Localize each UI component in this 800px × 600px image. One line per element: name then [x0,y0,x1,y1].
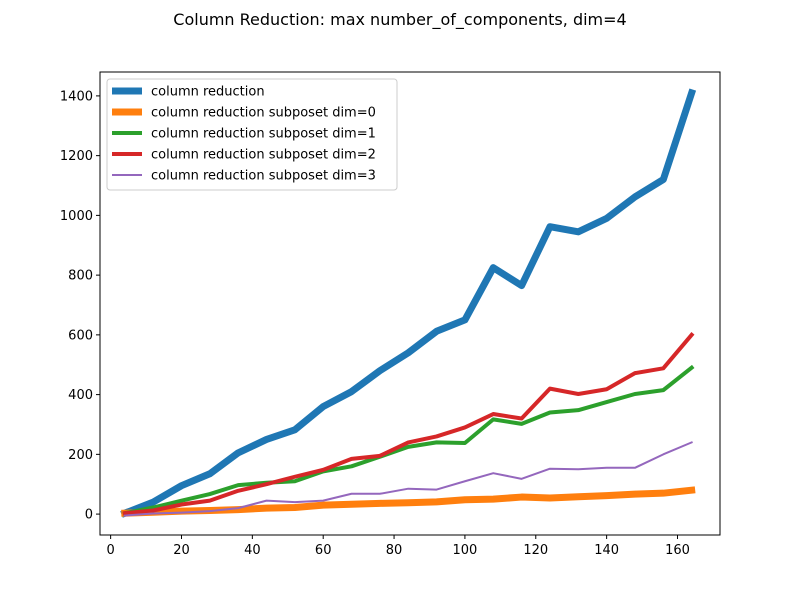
chart-title: Column Reduction: max number_of_componen… [173,10,626,30]
y-tick-label-6: 1200 [60,149,93,164]
x-tick-label-3: 60 [315,543,332,558]
x-tick-label-8: 160 [665,543,690,558]
legend-label-0: column reduction [151,85,265,100]
plot-area [120,88,697,518]
y-tick-label-4: 800 [68,269,93,284]
y-tick-label-7: 1400 [60,89,93,104]
legend-label-2: column reduction subposet dim=1 [151,127,376,142]
legend: column reduction column reduction subpose… [106,78,398,191]
x-tick-label-6: 120 [523,543,548,558]
x-tick-label-2: 40 [244,543,261,558]
y-tick-label-3: 600 [68,328,93,343]
series-lines [120,88,697,518]
y-tick-label-1: 200 [68,448,93,463]
legend-label-3: column reduction subposet dim=2 [151,148,376,163]
x-tick-label-0: 0 [106,543,114,558]
y-tick-label-0: 0 [85,508,93,523]
series-line-3 [122,332,695,516]
x-tick-label-5: 100 [453,543,478,558]
legend-label-4: column reduction subposet dim=3 [151,169,376,184]
legend-box [106,78,398,191]
series-line-0 [120,88,697,518]
x-tick-label-1: 20 [173,543,190,558]
axes-frame [99,71,721,536]
x-tick-label-4: 80 [386,543,403,558]
x-tick-label-7: 140 [594,543,619,558]
y-tick-label-5: 1000 [60,209,93,224]
legend-label-1: column reduction subposet dim=0 [151,106,376,121]
series-line-2 [122,364,695,516]
series-line-4 [123,441,693,517]
y-tick-label-2: 400 [68,388,93,403]
axes: 0 20 40 60 80 100 120 140 160 0 200 400 600 800 1000 12… [60,71,721,558]
